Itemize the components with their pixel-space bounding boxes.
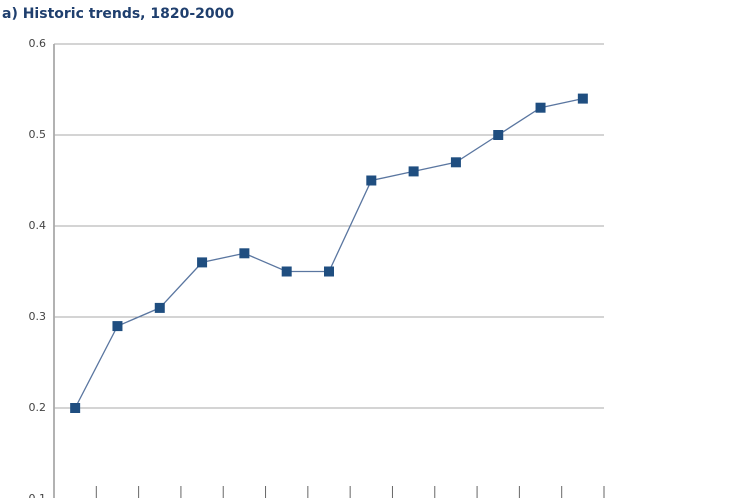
point-marker [197, 257, 208, 268]
point-marker [493, 130, 504, 140]
point-marker [366, 175, 377, 186]
chart-title: a) Historic trends, 1820-2000 [2, 6, 234, 22]
point-marker [281, 266, 292, 277]
series-line [74, 97, 583, 409]
y-tick-label: 0.5 [29, 128, 47, 141]
y-tick-label: 0.6 [29, 37, 47, 50]
point-marker [324, 266, 334, 277]
y-tick-label: 0.4 [29, 219, 47, 232]
point-marker [450, 157, 461, 168]
point-marker [239, 248, 250, 259]
point-marker [408, 166, 419, 177]
point-marker [70, 403, 81, 413]
y-tick-label: 0.3 [29, 310, 47, 323]
point-marker [535, 102, 546, 113]
y-tick-label: 0.1 [29, 492, 47, 498]
point-marker [154, 302, 165, 313]
y-tick-label: 0.2 [29, 401, 47, 414]
point-marker [112, 321, 123, 332]
point-marker [577, 93, 588, 104]
